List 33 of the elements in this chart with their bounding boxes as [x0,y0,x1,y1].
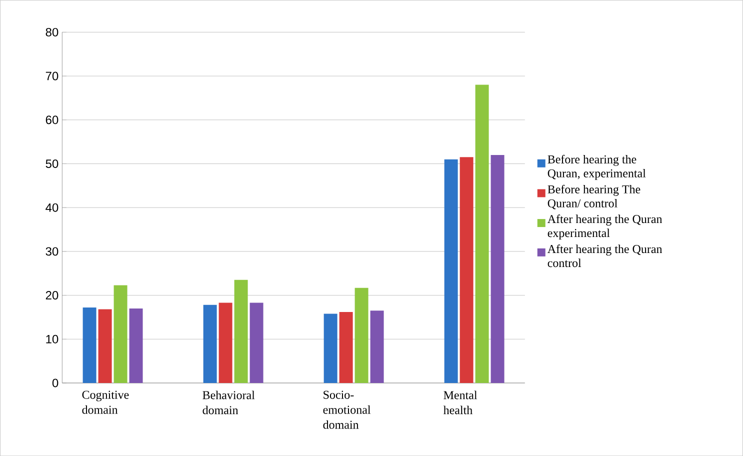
bar [82,308,96,383]
x-tick-label: Socio-emotional domain [323,390,371,429]
x-tick-label: Cognitive domain [82,390,129,414]
y-tick-label: 80 [46,28,58,36]
y-tick-label: 0 [52,378,58,388]
bar [339,312,353,383]
bar [203,304,217,383]
legend-label: Before hearing the Quran, experimental [548,154,646,180]
bar [475,84,489,383]
bar [444,159,458,383]
y-tick-label: 10 [46,334,58,344]
bar [324,314,338,383]
bar [98,309,112,383]
y-tick-label: 50 [46,159,58,168]
legend-label: After hearing the Quran experimental [547,214,662,240]
bar [460,157,474,383]
y-tick-label: 30 [46,247,58,256]
y-tick-label: 60 [46,116,58,124]
x-tick-label: Behavioral domain [202,390,255,414]
bar [370,310,384,383]
y-tick-label: 20 [46,290,58,300]
bar [490,154,504,383]
legend-label: Before hearing The Quran/ control [548,184,640,210]
bar [129,308,143,383]
y-tick-label: 40 [46,203,58,212]
bar [354,288,368,383]
legend-label: After hearing the Quran control [547,244,662,268]
bar [234,280,248,383]
bar [218,302,232,383]
bar [250,302,264,383]
bar [114,285,128,383]
y-tick-label: 70 [46,72,58,80]
x-tick-label: Mental health [443,390,478,414]
